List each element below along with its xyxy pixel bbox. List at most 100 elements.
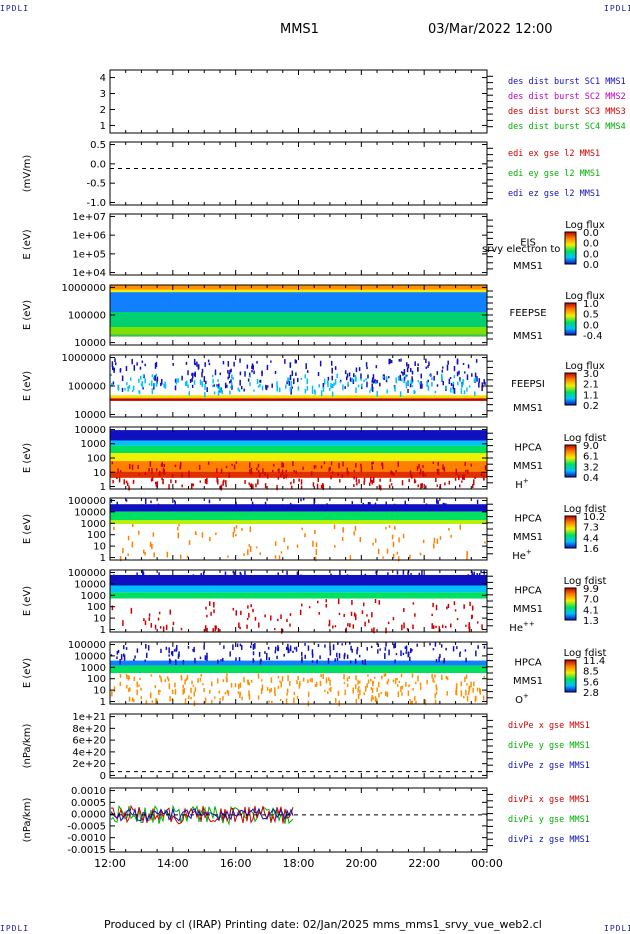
spectrogram-pixel — [203, 644, 205, 650]
spectrogram-pixel — [194, 657, 196, 664]
spectrogram-pixel — [419, 471, 421, 475]
spectrogram-pixel — [328, 388, 331, 391]
spectrogram-pixel — [353, 531, 355, 536]
spectrogram-pixel — [313, 465, 316, 469]
spectrogram-pixel — [374, 538, 377, 543]
spectrogram-pixel — [431, 382, 433, 387]
spectrogram-pixel — [310, 471, 313, 476]
spectrogram-pixel — [394, 385, 396, 392]
spectrogram-pixel — [272, 463, 275, 467]
spectrogram-pixel — [171, 650, 174, 657]
spectrogram-pixel — [193, 700, 196, 707]
spectrogram-pixel — [314, 556, 317, 562]
spectrogram-pixel — [444, 625, 447, 629]
spectrogram-pixel — [289, 623, 291, 627]
spectrogram-pixel — [175, 480, 177, 484]
spectrogram-pixel — [198, 464, 201, 470]
spectrogram-pixel — [448, 480, 451, 485]
y-tick-label: 1e+07 — [72, 212, 106, 223]
spectrogram-pixel — [402, 570, 405, 575]
spectrogram-pixel — [392, 541, 395, 548]
spectrogram-pixel — [300, 574, 302, 578]
spectrogram-pixel — [136, 681, 138, 688]
spectrogram-pixel — [120, 654, 123, 660]
spectrogram-pixel — [233, 361, 235, 367]
spectrogram-pixel — [407, 573, 409, 576]
colorbar — [564, 444, 577, 478]
spectrogram-pixel — [355, 698, 358, 704]
spectrogram-pixel — [192, 483, 194, 487]
spectrogram-pixel — [300, 651, 303, 656]
spectrogram-pixel — [232, 644, 234, 650]
spectrogram-pixel — [403, 622, 405, 629]
spectrogram-pixel — [174, 501, 176, 508]
spectrogram-pixel — [155, 373, 158, 377]
spectrogram-pixel — [448, 527, 450, 531]
spectrogram-pixel — [204, 384, 206, 390]
spectrogram-pixel — [350, 645, 352, 651]
spectrogram-pixel — [153, 376, 156, 381]
spectrogram-pixel — [212, 628, 214, 632]
spectrogram-pixel — [160, 676, 162, 681]
spectrogram-pixel — [348, 372, 351, 377]
spectrogram-pixel — [219, 697, 221, 701]
spectrogram-pixel — [117, 384, 120, 391]
spectrogram-pixel — [145, 700, 148, 705]
spectrogram-pixel — [329, 466, 331, 471]
spectrogram-pixel — [445, 675, 448, 680]
spectrogram-pixel — [261, 385, 264, 391]
spectrogram-pixel — [159, 690, 161, 693]
spectrogram-pixel — [119, 556, 122, 562]
spectrogram-pixel — [385, 376, 388, 381]
spectrogram-pixel — [386, 680, 389, 685]
spectrogram-pixel — [483, 675, 486, 678]
spectrogram-pixel — [125, 673, 128, 677]
spectrogram-pixel — [116, 476, 118, 480]
spectrogram-pixel — [168, 658, 171, 664]
spectrogram-pixel — [467, 691, 470, 696]
spectrogram-pixel — [387, 678, 390, 682]
spectrogram-pixel — [333, 382, 335, 386]
spectrogram-pixel — [334, 545, 336, 548]
spectrogram-pixel — [417, 675, 419, 682]
spectrogram-pixel — [356, 646, 359, 651]
instrument-label: HPCA — [514, 443, 542, 454]
spectrogram-pixel — [320, 390, 323, 396]
spectrogram-pixel — [472, 484, 474, 488]
spectrogram-pixel — [394, 642, 397, 649]
spectrogram-pixel — [416, 643, 418, 647]
spectrogram-pixel — [240, 610, 242, 616]
spectrogram-pixel — [363, 477, 366, 482]
spectrogram-pixel — [240, 385, 243, 390]
colorbar-label: 0.0 — [583, 260, 599, 271]
spectrogram-pixel — [467, 574, 470, 579]
spectrogram-pixel — [406, 367, 409, 373]
spectrogram-pixel — [143, 618, 145, 622]
spectrogram-pixel — [156, 378, 158, 384]
spectrogram-band — [110, 445, 487, 454]
spectrogram-pixel — [358, 367, 361, 372]
colorbar-label: 0.2 — [583, 401, 599, 412]
spectrogram-pixel — [277, 646, 280, 652]
spectrogram-pixel — [216, 384, 218, 387]
spectrogram-pixel — [182, 684, 184, 689]
y-tick-label: 10 — [93, 542, 106, 553]
spectrogram-pixel — [154, 624, 157, 630]
spectrogram-pixel — [434, 390, 437, 394]
spectrogram-pixel — [150, 478, 153, 482]
spectrogram-pixel — [410, 379, 412, 385]
spectrogram-pixel — [471, 614, 473, 620]
spectrogram-pixel — [364, 659, 366, 665]
spectrogram-pixel — [123, 654, 126, 661]
spectrogram-pixel — [363, 692, 365, 696]
spectrogram-pixel — [274, 628, 276, 631]
instrument-label: EIS — [520, 238, 536, 249]
spectrogram-pixel — [124, 388, 126, 391]
spectrogram-pixel — [364, 686, 367, 692]
spectrogram-pixel — [280, 551, 283, 554]
spectrogram-band — [110, 471, 487, 478]
spectrogram-pixel — [371, 386, 374, 392]
spectrogram-pixel — [155, 698, 157, 702]
